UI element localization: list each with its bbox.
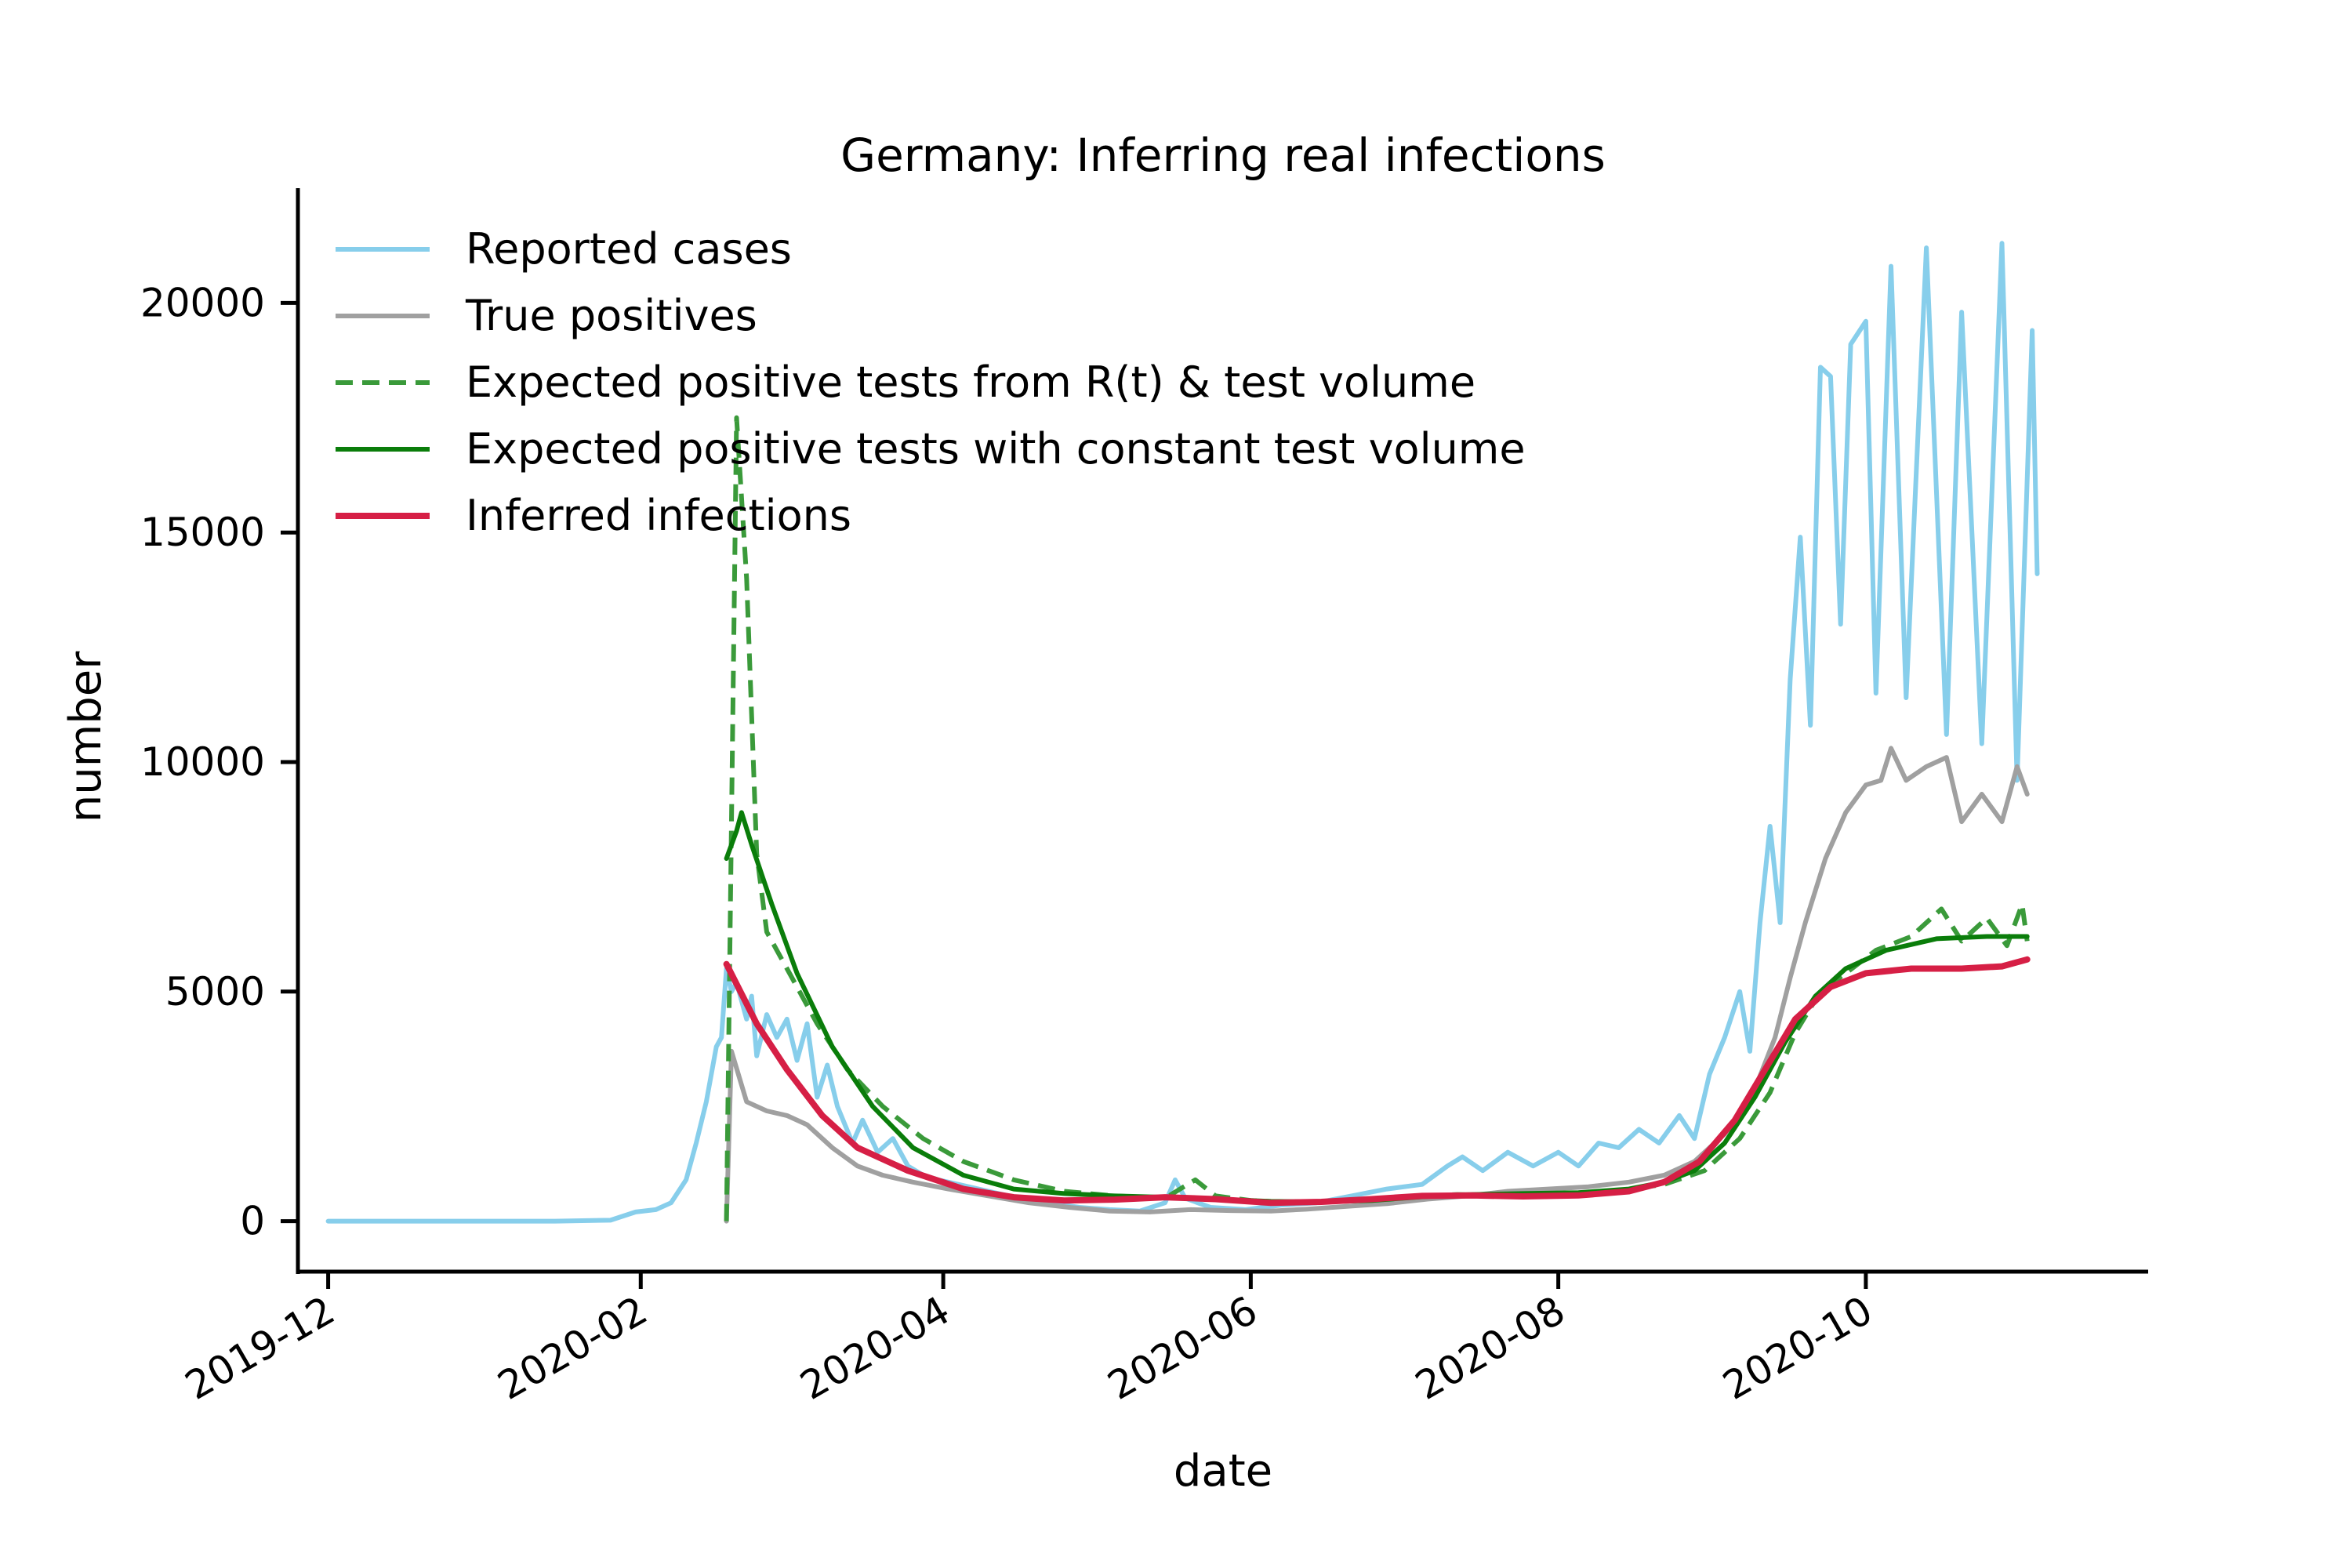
y-axis-label: number: [60, 651, 111, 823]
x-axis-label: date: [1174, 1446, 1272, 1497]
x-tick-label: 2020-10: [1715, 1287, 1880, 1409]
y-axis-ticks: 0 5000 10000 15000 20000: [140, 280, 298, 1244]
x-tick-label: 2020-02: [490, 1287, 655, 1409]
legend-label: Reported cases: [466, 224, 792, 274]
x-tick-label: 2020-06: [1100, 1287, 1265, 1409]
series-line-expected-positive-tests-with-constant-test-volume: [724, 810, 2030, 1204]
y-tick-label: 0: [240, 1199, 265, 1244]
series-line-expected-positive-tests-from-r-t-test-volume: [724, 415, 2030, 1221]
legend-label: True positives: [465, 291, 757, 340]
y-tick-label: 20000: [140, 280, 265, 325]
x-tick-label: 2019-12: [178, 1287, 343, 1409]
legend-label: Inferred infections: [466, 491, 851, 540]
plot-area: [325, 241, 2040, 1224]
legend: Reported cases True positives Expected pos…: [336, 224, 1526, 540]
x-axis-ticks: 2019-12 2020-02 2020-04 2020-06 2020-08 2020-…: [178, 1272, 1880, 1409]
legend-label: Expected positive tests with constant te…: [466, 424, 1526, 474]
y-tick-label: 10000: [140, 739, 265, 785]
y-tick-label: 15000: [140, 510, 265, 555]
chart-title: Germany: Inferring real infections: [840, 129, 1606, 182]
x-tick-label: 2020-08: [1408, 1287, 1573, 1409]
y-tick-label: 5000: [165, 969, 265, 1014]
x-tick-label: 2020-04: [793, 1287, 957, 1409]
series-line-inferred-infections: [723, 956, 2031, 1207]
legend-label: Expected positive tests from R(t) & test…: [466, 358, 1475, 407]
